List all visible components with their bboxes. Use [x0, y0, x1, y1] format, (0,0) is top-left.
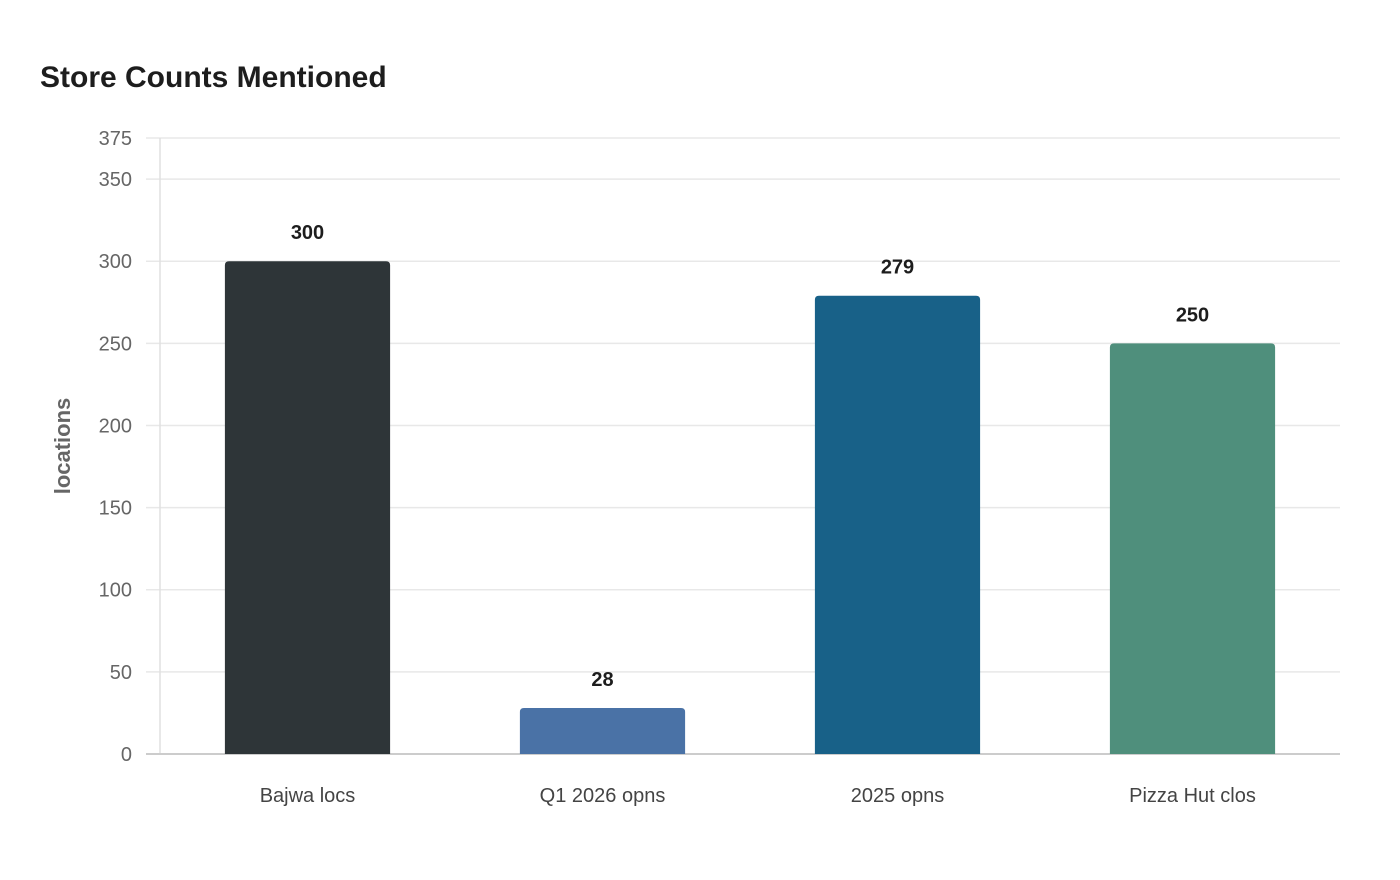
chart-title: Store Counts Mentioned — [40, 61, 387, 94]
y-tick-label: 200 — [99, 415, 132, 437]
bar — [814, 295, 981, 754]
bar — [519, 708, 686, 754]
y-tick-label: 375 — [99, 128, 132, 150]
y-axis-title: locations — [50, 398, 75, 495]
y-tick-label: 0 — [121, 744, 132, 766]
data-label: 279 — [881, 257, 914, 279]
x-tick-label: Pizza Hut clos — [1129, 785, 1256, 807]
y-tick-label: 50 — [110, 662, 132, 684]
y-tick-labels: 0 50 100 150 200 250 300 350 375 — [99, 128, 132, 766]
y-tick-label: 150 — [99, 498, 132, 520]
x-tick-label: Q1 2026 opns — [540, 785, 666, 807]
data-label: 28 — [591, 669, 613, 691]
data-labels: 300 28 279 250 — [291, 222, 1209, 691]
y-tick-label: 100 — [99, 580, 132, 602]
x-tick-label: Bajwa locs — [260, 785, 356, 807]
x-tick-label: 2025 opns — [851, 785, 944, 807]
x-tick-labels: Bajwa locs Q1 2026 opns 2025 opns Pizza Hut… — [260, 785, 1256, 807]
y-tick-label: 350 — [99, 169, 132, 191]
y-tick-label: 250 — [99, 333, 132, 355]
bar — [224, 261, 391, 754]
bars — [224, 261, 1276, 754]
bar — [1109, 343, 1276, 754]
data-label: 300 — [291, 222, 324, 244]
data-label: 250 — [1176, 304, 1209, 326]
y-tick-label: 300 — [99, 251, 132, 273]
